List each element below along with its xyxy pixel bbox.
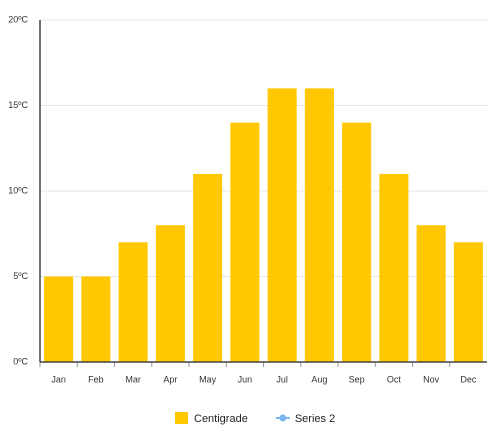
x-tick-label: Aug bbox=[311, 374, 327, 384]
x-tick-label: Apr bbox=[163, 374, 177, 384]
bar bbox=[193, 173, 223, 362]
x-tick-label: Feb bbox=[88, 374, 104, 384]
x-tick-label: May bbox=[199, 374, 217, 384]
bar bbox=[81, 276, 111, 362]
bar bbox=[416, 225, 446, 362]
x-tick-label: Dec bbox=[460, 374, 477, 384]
x-tick-label: Jan bbox=[51, 374, 66, 384]
bar bbox=[155, 225, 185, 362]
x-tick-label: Oct bbox=[387, 374, 402, 384]
bar bbox=[44, 276, 74, 362]
x-tick-label: Nov bbox=[423, 374, 440, 384]
bar bbox=[267, 88, 297, 363]
bar bbox=[379, 173, 409, 362]
bar bbox=[118, 242, 148, 362]
legend-dot bbox=[279, 414, 287, 422]
legend-label: Centigrade bbox=[194, 413, 248, 425]
x-tick-label: Sep bbox=[349, 374, 365, 384]
x-tick-label: Jun bbox=[238, 374, 253, 384]
x-tick-label: Mar bbox=[125, 374, 141, 384]
bar bbox=[342, 122, 372, 362]
bar bbox=[230, 122, 260, 362]
y-tick-label: 5ºC bbox=[13, 271, 28, 281]
bar bbox=[304, 88, 334, 363]
y-tick-label: 0ºC bbox=[13, 356, 28, 366]
bar bbox=[453, 242, 483, 362]
legend-swatch bbox=[175, 412, 188, 424]
y-tick-label: 15ºC bbox=[8, 100, 28, 110]
y-tick-label: 10ºC bbox=[8, 185, 28, 195]
x-tick-label: Jul bbox=[276, 374, 288, 384]
legend-label: Series 2 bbox=[295, 413, 335, 425]
y-tick-label: 20ºC bbox=[8, 14, 28, 24]
